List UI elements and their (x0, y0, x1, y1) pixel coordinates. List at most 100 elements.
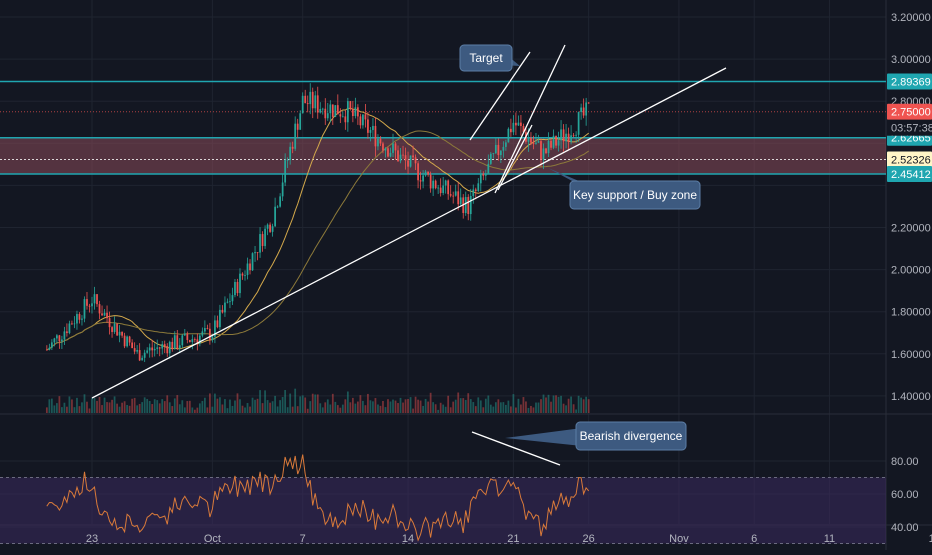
channel-inner-line[interactable] (469, 51, 531, 141)
candle-body[interactable] (311, 91, 314, 109)
candle-body[interactable] (532, 142, 535, 144)
candle-body[interactable] (289, 146, 292, 160)
candles[interactable] (45, 83, 590, 363)
trendlines[interactable] (91, 44, 727, 399)
candle-body[interactable] (402, 154, 404, 156)
candle-body[interactable] (226, 301, 229, 303)
candle-body[interactable] (219, 309, 221, 328)
candle-body[interactable] (510, 128, 512, 133)
candle-body[interactable] (229, 301, 231, 303)
candle-body[interactable] (158, 347, 161, 349)
candle-body[interactable] (246, 263, 249, 276)
candle-body[interactable] (404, 155, 407, 161)
candle-body[interactable] (319, 108, 322, 113)
candle-body[interactable] (163, 344, 166, 347)
candle-body[interactable] (409, 155, 412, 167)
candle-body[interactable] (464, 197, 467, 214)
candle-body[interactable] (91, 303, 93, 307)
candle-body[interactable] (274, 206, 276, 227)
candle-body[interactable] (58, 335, 61, 342)
candle-body[interactable] (276, 206, 279, 208)
candle-body[interactable] (515, 122, 517, 126)
candle-body[interactable] (449, 194, 452, 196)
candle-body[interactable] (141, 357, 144, 361)
candle-body[interactable] (582, 107, 585, 116)
candle-body[interactable] (266, 224, 269, 229)
candle-body[interactable] (372, 125, 374, 131)
candle-body[interactable] (437, 187, 440, 189)
candle-body[interactable] (542, 148, 545, 160)
candle-body[interactable] (193, 339, 196, 340)
candle-body[interactable] (123, 335, 126, 347)
candle-body[interactable] (88, 305, 91, 307)
candle-body[interactable] (414, 157, 417, 164)
candle-body[interactable] (439, 187, 442, 194)
candle-body[interactable] (118, 331, 121, 336)
candle-body[interactable] (484, 173, 487, 176)
channel-upper-line[interactable] (494, 44, 566, 194)
candle-body[interactable] (535, 142, 537, 144)
candle-body[interactable] (156, 347, 159, 349)
candle-body[interactable] (537, 141, 540, 143)
candle-body[interactable] (261, 234, 264, 247)
candle-body[interactable] (286, 159, 289, 161)
candle-body[interactable] (562, 129, 565, 142)
candle-body[interactable] (153, 348, 156, 351)
candle-body[interactable] (346, 101, 349, 123)
candle-body[interactable] (216, 320, 219, 328)
candle-body[interactable] (111, 327, 113, 332)
candle-body[interactable] (362, 114, 364, 126)
candle-body[interactable] (236, 281, 239, 294)
candle-body[interactable] (565, 133, 567, 142)
candle-body[interactable] (359, 116, 362, 126)
candle-body[interactable] (56, 335, 58, 339)
candle-body[interactable] (339, 114, 342, 117)
candle-body[interactable] (374, 125, 377, 147)
candle-body[interactable] (384, 148, 387, 151)
candle-body[interactable] (251, 253, 254, 271)
candle-body[interactable] (48, 347, 51, 350)
candle-body[interactable] (93, 294, 96, 304)
candle-body[interactable] (512, 122, 515, 133)
candle-body[interactable] (224, 302, 226, 313)
candle-body[interactable] (98, 304, 101, 314)
candle-body[interactable] (540, 141, 542, 160)
candle-body[interactable] (254, 252, 256, 254)
candle-body[interactable] (502, 146, 505, 151)
candle-body[interactable] (66, 331, 68, 334)
candle-body[interactable] (161, 344, 164, 349)
candle-body[interactable] (467, 197, 470, 215)
candle-body[interactable] (53, 338, 56, 343)
candle-body[interactable] (241, 273, 244, 276)
candle-body[interactable] (299, 113, 302, 130)
candle-body[interactable] (181, 335, 184, 346)
candle-body[interactable] (136, 350, 139, 352)
candle-body[interactable] (249, 263, 251, 271)
candle-body[interactable] (545, 148, 547, 154)
candle-body[interactable] (271, 226, 274, 232)
candle-body[interactable] (73, 323, 76, 325)
price-level-tag[interactable] (887, 73, 932, 90)
candle-body[interactable] (113, 323, 116, 332)
candle-body[interactable] (442, 185, 445, 194)
candle-body[interactable] (520, 122, 522, 126)
candle-body[interactable] (399, 154, 402, 162)
candle-body[interactable] (176, 335, 179, 349)
candle-body[interactable] (171, 341, 174, 350)
candle-body[interactable] (387, 148, 389, 157)
candle-body[interactable] (186, 333, 189, 341)
candle-body[interactable] (469, 195, 472, 215)
candle-body[interactable] (557, 140, 560, 146)
candle-body[interactable] (577, 112, 580, 135)
candle-body[interactable] (324, 108, 327, 119)
candle-body[interactable] (424, 171, 427, 176)
candle-body[interactable] (86, 299, 88, 306)
candle-body[interactable] (108, 318, 111, 328)
price-level-tag[interactable] (887, 166, 932, 183)
candle-body[interactable] (321, 108, 324, 110)
rsi-panel[interactable] (0, 431, 886, 544)
candle-body[interactable] (211, 336, 214, 340)
candle-body[interactable] (294, 123, 297, 149)
candle-body[interactable] (349, 101, 352, 110)
candle-body[interactable] (96, 294, 98, 305)
